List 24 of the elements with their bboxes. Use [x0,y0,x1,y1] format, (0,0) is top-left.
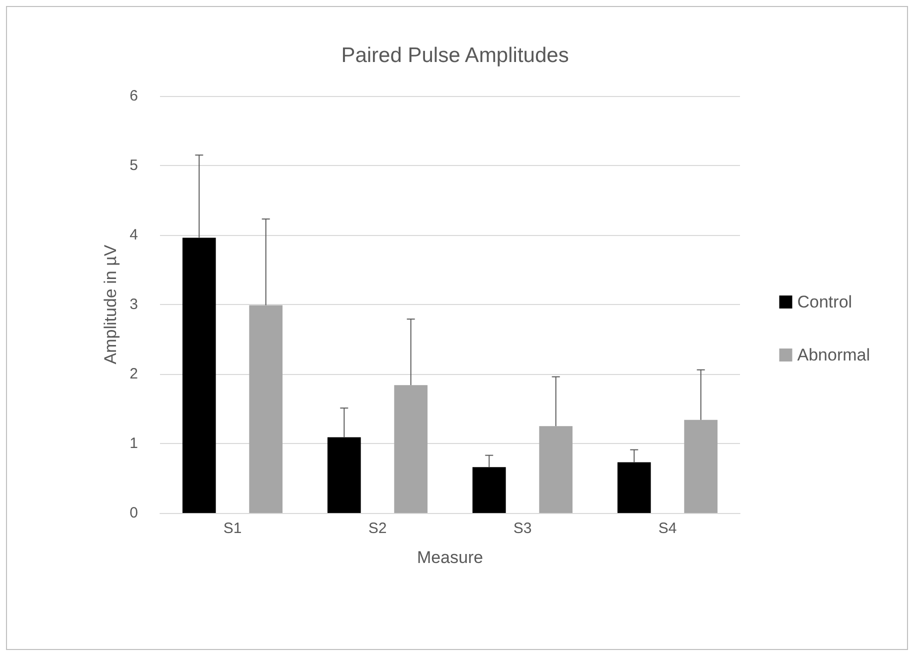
x-tick-label: S4 [658,520,677,537]
chart-title: Paired Pulse Amplitudes [341,44,569,67]
x-tick-label: S1 [223,520,242,537]
x-tick-label: S2 [368,520,387,537]
y-tick-label: 3 [130,296,138,313]
y-tick-label: 6 [130,88,138,104]
y-tick-label: 1 [130,435,138,452]
x-tick-label: S3 [513,520,532,537]
bar [394,385,428,513]
x-axis-title: Measure [416,548,484,567]
bar [472,467,506,513]
legend-label: Control [797,292,852,312]
legend-label: Abnormal [797,346,870,364]
bar [327,437,361,513]
y-tick-label: 0 [130,504,138,522]
y-tick-label: 2 [130,366,138,382]
y-tick-label: 5 [130,157,138,174]
bar [249,305,283,513]
bar [182,238,216,513]
bar [617,462,651,513]
y-axis-title: Amplitude in µV [100,244,120,364]
y-tick-label: 4 [130,226,138,244]
bar [539,426,573,513]
bar [684,420,718,513]
